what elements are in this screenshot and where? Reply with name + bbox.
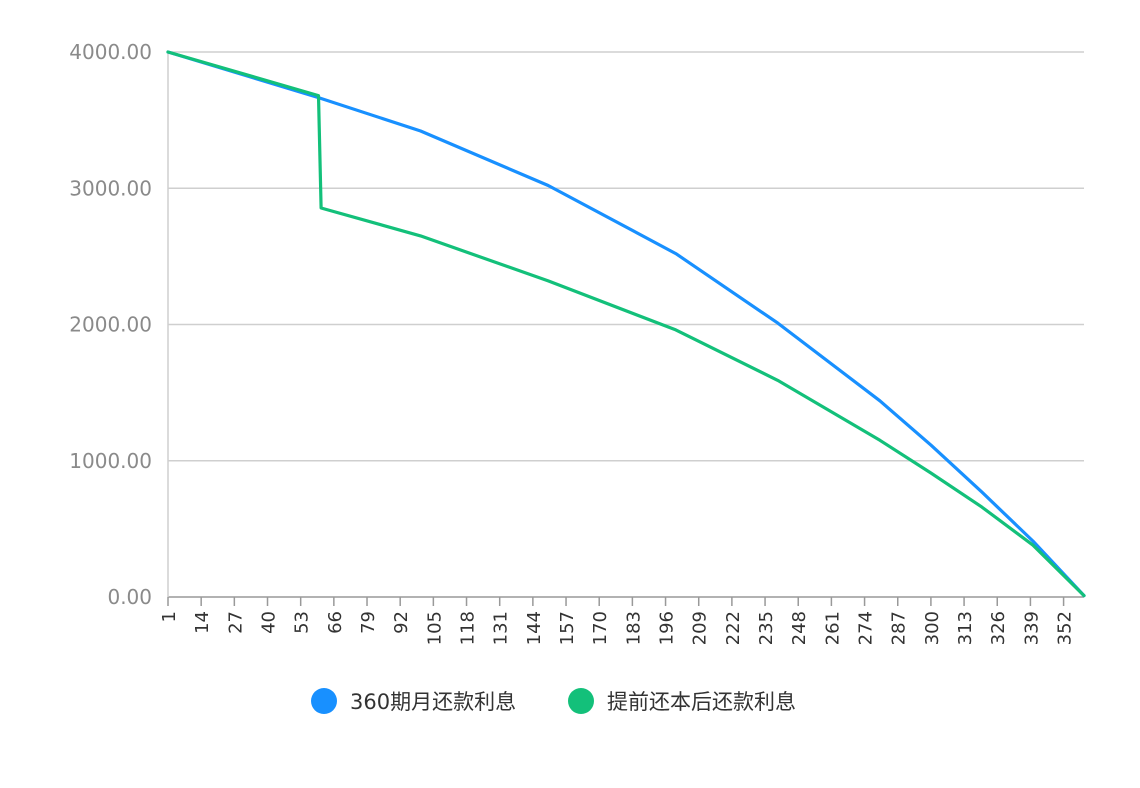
- x-tick-label: 170: [590, 611, 611, 645]
- legend-item-1[interactable]: 360期月还款利息: [311, 688, 516, 714]
- y-tick-labels: 0.00 1000.00 2000.00 3000.00 4000.00: [69, 40, 152, 609]
- x-tick-label: 274: [856, 611, 877, 645]
- x-tick-label: 222: [723, 611, 744, 645]
- x-tick-label: 79: [358, 611, 379, 634]
- series-line-1: [166, 50, 1086, 598]
- x-tick-label: 14: [192, 611, 213, 634]
- legend-marker: [311, 688, 337, 714]
- x-tick-label: 144: [524, 611, 545, 645]
- x-tick-label: 183: [623, 611, 644, 645]
- legend[interactable]: 360期月还款利息 提前还本后还款利息: [311, 688, 796, 714]
- x-tick-label: 27: [225, 611, 246, 634]
- series-line-2: [166, 50, 1086, 598]
- x-tick-label: 53: [292, 611, 313, 634]
- x-tick-label: 209: [690, 611, 711, 645]
- x-tick-label: 261: [822, 611, 843, 645]
- y-tick-label: 2000.00: [69, 313, 152, 337]
- x-tick-label: 196: [657, 611, 678, 645]
- legend-label: 提前还本后还款利息: [607, 690, 796, 714]
- x-tick-label: 352: [1055, 611, 1076, 645]
- x-tick-labels: 1 14 27 40 53 66 79 92 105 118 131 144 157 170 183 196 2…: [159, 611, 1076, 645]
- x-tick-label: 287: [889, 611, 910, 645]
- x-tick-label: 66: [325, 611, 346, 634]
- x-tick-label: 105: [424, 611, 445, 645]
- x-tick-label: 235: [756, 611, 777, 645]
- x-tick-label: 1: [159, 611, 180, 622]
- x-tick-label: 339: [1021, 611, 1042, 645]
- y-tick-label: 0.00: [107, 585, 152, 609]
- axes: [167, 52, 1084, 606]
- y-tick-label: 3000.00: [69, 176, 152, 200]
- y-tick-label: 4000.00: [69, 40, 152, 64]
- x-tick-label: 313: [955, 611, 976, 645]
- grid-lines: [168, 51, 1084, 462]
- x-tick-label: 131: [491, 611, 512, 645]
- x-tick-label: 157: [557, 611, 578, 645]
- x-tick-label: 40: [259, 611, 280, 634]
- x-tick-label: 92: [391, 611, 412, 634]
- x-tick-label: 300: [922, 611, 943, 645]
- legend-label: 360期月还款利息: [350, 690, 516, 714]
- y-tick-label: 1000.00: [69, 449, 152, 473]
- legend-item-2[interactable]: 提前还本后还款利息: [568, 688, 796, 714]
- x-tick-label: 248: [789, 611, 810, 645]
- legend-marker: [568, 688, 594, 714]
- x-tick-label: 118: [458, 611, 479, 645]
- series-lines: [166, 50, 1086, 598]
- x-tick-label: 326: [988, 611, 1009, 645]
